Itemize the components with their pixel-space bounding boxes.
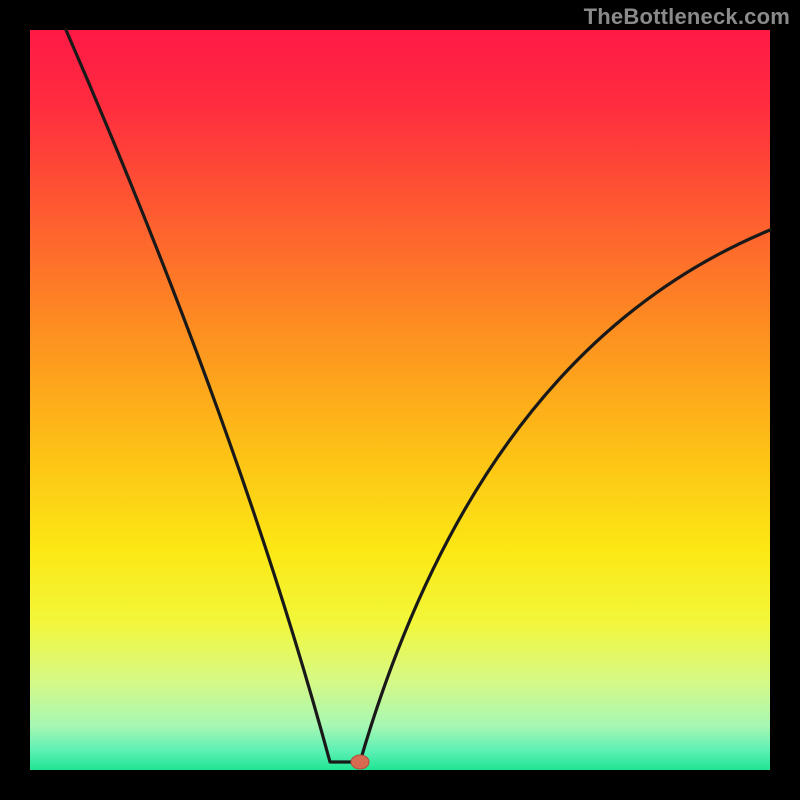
- plot-area: [30, 30, 770, 770]
- bottleneck-chart: [0, 0, 800, 800]
- chart-container: TheBottleneck.com: [0, 0, 800, 800]
- watermark-text: TheBottleneck.com: [584, 4, 790, 30]
- minimum-marker: [351, 755, 369, 769]
